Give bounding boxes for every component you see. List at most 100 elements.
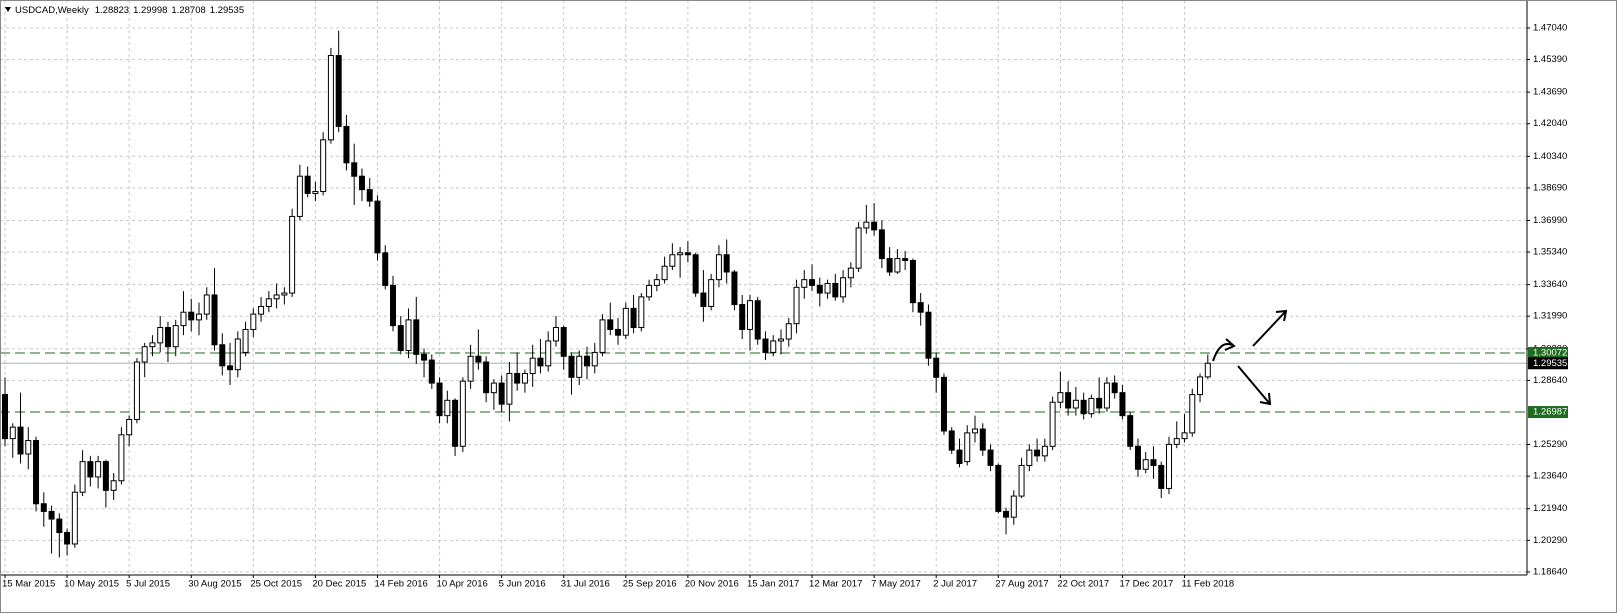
candle-body [1072,399,1079,409]
candle-body [832,282,839,298]
candle-body [972,428,978,434]
candle-body [149,342,156,348]
candle-body [878,229,885,260]
x-tick-label: 7 May 2017 [871,579,921,590]
candle-body [444,399,451,417]
candle-body [661,265,668,281]
x-tick-label: 17 Dec 2017 [1119,579,1173,590]
candle-body [630,307,637,329]
x-tick-label: 15 Jan 2017 [747,579,799,590]
price-tag [1528,357,1568,370]
candle-body [382,252,389,286]
candle-body [436,382,443,417]
candle-body [692,254,699,294]
candle-body [79,461,86,493]
candle-body [358,175,365,191]
candle-body [1010,495,1017,518]
candle-body [754,300,761,340]
candle-body [809,279,816,286]
y-tick-label: 1.40340 [1533,151,1567,162]
candle-body [964,432,971,463]
candle-body [560,327,567,357]
x-tick-label: 10 May 2015 [64,579,119,590]
candle-body [1134,445,1141,470]
x-tick-label: 14 Feb 2016 [374,579,427,590]
candle-body [731,271,738,306]
candle-body [428,359,435,384]
candle-body [1197,376,1204,396]
candle-body [118,434,125,482]
arrow-head [1275,309,1288,322]
candle-body [886,258,893,273]
y-tick-label: 1.21940 [1533,503,1567,514]
candle-body [180,311,187,327]
candle-body [1158,464,1165,489]
candle-body [483,361,490,394]
candle-body [785,323,792,340]
candle-body [909,259,916,304]
candle-body [615,328,622,336]
candle-body [816,284,823,294]
candle-body [320,139,327,193]
chart-title: USDCAD,Weekly 1.28823 1.29998 1.28708 1.2953… [15,5,244,16]
candle-body [327,55,334,141]
x-tick-label: 11 Feb 2018 [1182,579,1235,590]
candle-body [48,510,55,520]
x-tick-label: 30 Aug 2015 [188,579,241,590]
candle-body [265,298,272,307]
candle-body [529,357,536,375]
x-tick-label: 5 Jul 2015 [126,579,170,590]
x-tick-label: 12 Mar 2017 [809,579,862,590]
candle-body [1080,399,1087,415]
y-tick-label: 1.31990 [1533,311,1567,322]
y-tick-label: 1.23640 [1533,471,1567,482]
candle-body [9,426,16,440]
candle-body [506,373,513,405]
candle-body [739,304,746,330]
label-layer: 1.47040 1.45390 1.43690 1.42040 1.40340 1.386… [2,22,1568,590]
candle-body [110,480,117,491]
candle-body [1096,397,1103,409]
candle-body [281,292,288,296]
candle-body [1111,382,1118,394]
level-layer [0,352,1527,413]
candle-body [164,327,171,348]
up-arrow [1252,310,1287,347]
candle-body [1181,432,1188,440]
candle-body [700,292,707,307]
candle-body [40,503,47,512]
candle-body [1103,382,1110,409]
candle-body [1189,394,1196,434]
arrow-head [1224,338,1236,351]
candle-body [312,191,319,194]
level-tag [1528,346,1568,359]
candle-body [33,440,40,505]
x-tick-label: 5 Jun 2016 [499,579,546,590]
candle-body [405,319,412,352]
candle-body [219,344,226,367]
candle-body [390,284,396,327]
down-arrow [1237,365,1271,405]
y-tick-label: 1.43690 [1533,87,1567,98]
x-tick-label: 25 Oct 2015 [250,579,302,590]
candle-body [568,355,575,378]
x-tick-label: 10 Apr 2016 [437,579,488,590]
candle-body [677,252,684,256]
y-tick-label: 1.47040 [1533,22,1567,33]
candle-body [622,307,629,336]
candle-body [157,327,164,344]
candle-body [397,325,404,352]
candle-body [987,449,994,466]
candle-body [475,355,482,363]
candle-body [638,296,645,329]
candle-body [413,319,420,355]
candle-body [374,200,381,254]
candle-body [979,428,986,451]
level-tag [1528,406,1568,419]
candle-layer [2,30,1211,558]
menu-icon [5,7,11,12]
candle-body [956,449,963,465]
candle-body [902,258,909,261]
